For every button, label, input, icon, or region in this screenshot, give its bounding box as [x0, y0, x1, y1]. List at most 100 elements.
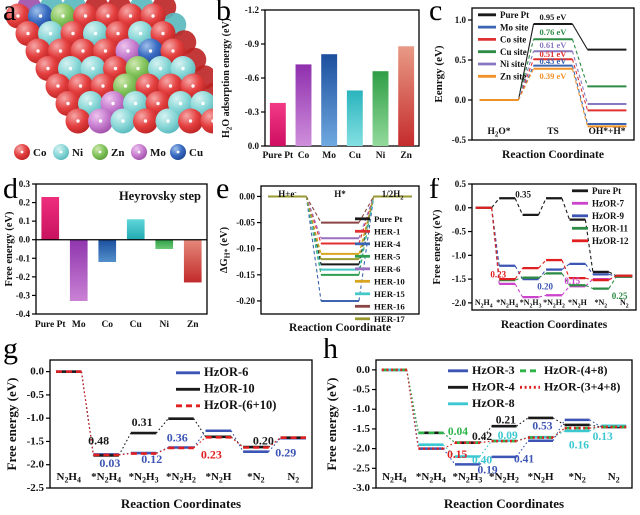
- svg-text:*N2: *N2: [247, 471, 264, 485]
- svg-text:HER-16: HER-16: [374, 302, 405, 312]
- svg-text:Reaction Coordinate: Reaction Coordinate: [502, 149, 604, 161]
- svg-text:-2.5: -2.5: [27, 482, 45, 494]
- legend: HzOR-6 HzOR-10 HzOR-(6+10): [176, 365, 276, 412]
- svg-text:0.15: 0.15: [564, 276, 580, 286]
- svg-text:Cu site: Cu site: [500, 47, 527, 57]
- svg-text:0.36: 0.36: [167, 431, 188, 445]
- svg-text:N2H4: N2H4: [382, 471, 406, 485]
- svg-text:Free energy (eV): Free energy (eV): [4, 211, 15, 287]
- svg-text:Reaction Coordinate: Reaction Coordinate: [289, 322, 391, 334]
- svg-text:0.12: 0.12: [141, 452, 162, 466]
- series-HzOR-(6+10): [55, 370, 307, 457]
- svg-text:*N2H: *N2H: [205, 471, 231, 485]
- panel-b-chart: 0.0 -0.3 -0.6 -0.9 -1.2 H2O adsorption energy…: [221, 5, 420, 161]
- svg-text:ΔGH* (eV): ΔGH* (eV): [219, 226, 232, 273]
- svg-text:HzOR-10: HzOR-10: [204, 382, 255, 396]
- svg-text:HER-5: HER-5: [374, 252, 401, 262]
- svg-text:HzOR-(4+8): HzOR-(4+8): [544, 363, 608, 377]
- svg-text:-0.2: -0.2: [16, 272, 31, 282]
- svg-text:*N2: *N2: [595, 298, 608, 310]
- panel-d-bar-chart: d 0.3 0.2 0.1 0.0 -0.1 -0.2 -0.3 -0.4 Free energ…: [0, 178, 213, 338]
- bar-Mo: [321, 54, 338, 147]
- bar-Pure Pt: [41, 197, 60, 240]
- panel-d-chart: 0.3 0.2 0.1 0.0 -0.1 -0.2 -0.3 -0.4 Free energy …: [4, 179, 208, 330]
- panel-c-letter: c: [429, 0, 443, 27]
- panel-d-letter: d: [3, 178, 18, 205]
- svg-text:-0.10: -0.10: [236, 244, 255, 254]
- svg-text:*N2H3: *N2H3: [452, 471, 482, 485]
- svg-text:-1.5: -1.5: [353, 423, 371, 435]
- svg-text:Free energy (eV): Free energy (eV): [432, 209, 443, 285]
- svg-text:-0.5: -0.5: [452, 227, 467, 237]
- svg-text:0.0: 0.0: [455, 203, 467, 213]
- bar-Pure Pt: [269, 102, 286, 146]
- svg-text:*N2H3: *N2H3: [129, 471, 159, 485]
- panel-a-structure: a Co Ni Zn Mo Cu: [0, 0, 213, 178]
- panel-h-chart: 0.0 -0.5 -1.0 -1.5 -2.0 -2.5 -3.0 Free energy (…: [324, 359, 633, 511]
- svg-text:-0.20: -0.20: [236, 296, 255, 306]
- svg-text:0.51 eV: 0.51 eV: [540, 49, 568, 59]
- panel-g-energy-diagram: g 0.0 -0.5 -1.0 -1.5 -2.0 -2.5 Free energy (eV…: [0, 338, 320, 515]
- svg-text:H2O*: H2O*: [488, 127, 511, 139]
- bar-Ni: [155, 239, 174, 249]
- series-HzOR-7: [475, 206, 633, 299]
- svg-text:0.39 eV: 0.39 eV: [540, 71, 568, 81]
- bar-Mo: [69, 239, 88, 301]
- svg-text:0.25: 0.25: [612, 291, 628, 301]
- panel-b-bar-chart: b 0.0 -0.3 -0.6 -0.9 -1.2 H2O adsorption ener…: [213, 0, 426, 178]
- svg-text:0.23: 0.23: [201, 447, 222, 461]
- bar-Zn: [398, 46, 415, 147]
- svg-text:-0.05: -0.05: [236, 218, 255, 228]
- svg-text:0.15: 0.15: [447, 449, 467, 461]
- svg-text:HER-17: HER-17: [374, 314, 405, 324]
- svg-text:0.5: 0.5: [455, 179, 467, 189]
- svg-text:*N2H4: *N2H4: [496, 298, 518, 310]
- svg-text:Reaction Coordinates: Reaction Coordinates: [121, 496, 241, 511]
- svg-text:H*: H*: [334, 189, 346, 199]
- svg-text:HzOR-(3+4+8): HzOR-(3+4+8): [544, 380, 620, 394]
- svg-text:-2.0: -2.0: [452, 298, 467, 308]
- svg-text:-0.3: -0.3: [16, 290, 31, 300]
- svg-text:Pure Pt: Pure Pt: [500, 10, 529, 20]
- svg-text:*N2H2: *N2H2: [166, 471, 196, 485]
- svg-text:Cu: Cu: [189, 147, 203, 159]
- svg-text:HER-4: HER-4: [374, 239, 401, 249]
- svg-text:Cu: Cu: [349, 151, 362, 161]
- panel-a-letter: a: [3, 0, 17, 27]
- series-HzOR-12: [475, 206, 633, 282]
- svg-text:-1.0: -1.0: [452, 250, 467, 260]
- panel-b-letter: b: [216, 0, 231, 27]
- svg-text:Eenrgy (eV): Eenrgy (eV): [433, 45, 445, 102]
- svg-text:*N2H2: *N2H2: [543, 298, 565, 310]
- svg-text:Ni: Ni: [72, 147, 83, 159]
- axes: 0.3 0.2 0.1 0.0 -0.1 -0.2 -0.3 -0.4 Free energy …: [4, 179, 208, 319]
- svg-text:HzOR-7: HzOR-7: [592, 199, 624, 209]
- svg-text:0.40: 0.40: [472, 454, 492, 466]
- axes: 0.5 0.0 -0.5 -1.0 -1.5 -2.0 Free energy (eV) Re…: [432, 179, 637, 331]
- svg-text:HER-1: HER-1: [374, 227, 400, 237]
- svg-text:Mo: Mo: [150, 147, 166, 159]
- panel-h-energy-diagram: h 0.0 -0.5 -1.0 -1.5 -2.0 -2.5 -3.0 Free energy…: [320, 338, 640, 515]
- svg-text:-0.5: -0.5: [27, 389, 45, 401]
- svg-text:TS: TS: [547, 127, 559, 137]
- svg-text:HER-10: HER-10: [374, 277, 405, 287]
- svg-text:0.2: 0.2: [19, 198, 31, 208]
- svg-text:-0.9: -0.9: [245, 39, 260, 49]
- svg-text:1.0: 1.0: [455, 15, 467, 25]
- svg-text:Ni: Ni: [160, 320, 170, 330]
- bar-Cu: [346, 90, 363, 146]
- svg-text:HzOR-(6+10): HzOR-(6+10): [204, 398, 276, 412]
- legend: Pure Pt HER-1 HER-4 HER-5 HER-6 HER-10 HER-15 H…: [355, 214, 405, 324]
- svg-text:Pure Pt: Pure Pt: [35, 320, 67, 330]
- svg-text:0.3: 0.3: [19, 179, 31, 189]
- svg-text:0.0: 0.0: [455, 95, 467, 105]
- svg-text:0.20: 0.20: [537, 282, 553, 292]
- svg-text:-2.0: -2.0: [353, 443, 371, 455]
- svg-text:-0.15: -0.15: [236, 270, 255, 280]
- svg-text:0.20: 0.20: [253, 433, 274, 447]
- svg-text:Zn: Zn: [400, 151, 412, 161]
- svg-text:*N2H4: *N2H4: [416, 471, 446, 485]
- svg-text:HER-6: HER-6: [374, 264, 401, 274]
- svg-text:*N2H: *N2H: [568, 298, 588, 310]
- svg-text:-1.0: -1.0: [353, 403, 371, 415]
